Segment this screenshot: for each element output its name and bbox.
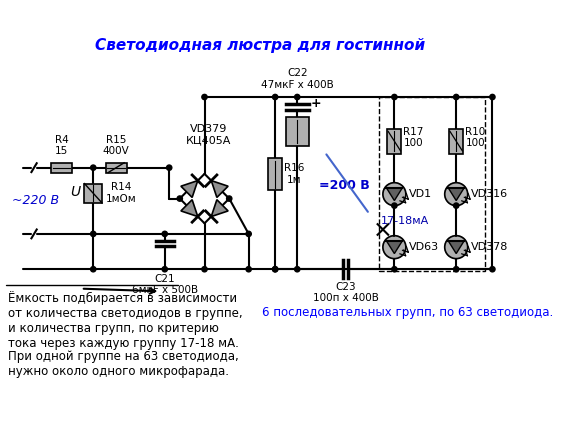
Circle shape — [272, 266, 278, 272]
Text: При одной группе на 63 светодиода,
нужно около одного микрофарада.: При одной группе на 63 светодиода, нужно… — [8, 351, 239, 378]
Circle shape — [246, 266, 251, 272]
Text: 6 последовательных групп, по 63 светодиода.: 6 последовательных групп, по 63 светодио… — [262, 307, 553, 319]
Circle shape — [454, 203, 459, 208]
Text: R16
1м: R16 1м — [284, 164, 304, 185]
Polygon shape — [386, 188, 403, 201]
Text: R14
1мОм: R14 1мОм — [105, 183, 136, 204]
Text: C21
6мкF х 500В: C21 6мкF х 500В — [132, 274, 198, 295]
Circle shape — [295, 266, 300, 272]
Circle shape — [383, 236, 406, 259]
Text: R15
400V: R15 400V — [103, 135, 130, 156]
Circle shape — [391, 266, 397, 272]
Polygon shape — [211, 200, 228, 217]
Circle shape — [391, 94, 397, 100]
Bar — [286, 117, 309, 146]
Circle shape — [91, 165, 96, 170]
Circle shape — [454, 94, 459, 100]
Circle shape — [227, 196, 232, 201]
Circle shape — [202, 266, 207, 272]
Text: ~220 В: ~220 В — [12, 194, 59, 207]
Circle shape — [383, 183, 406, 206]
Circle shape — [272, 94, 278, 100]
Text: U: U — [70, 184, 80, 198]
Polygon shape — [181, 200, 197, 217]
Circle shape — [91, 266, 96, 272]
Bar — [84, 184, 102, 203]
Circle shape — [391, 203, 397, 208]
Bar — [387, 129, 401, 153]
Text: Ёмкость подбирается в зависимости
от количества светодиодов в группе,
и количест: Ёмкость подбирается в зависимости от кол… — [8, 291, 243, 350]
Circle shape — [490, 94, 495, 100]
Circle shape — [202, 94, 207, 100]
Text: R17
100: R17 100 — [403, 127, 424, 148]
Text: C22
47мкF х 400В: C22 47мкF х 400В — [261, 68, 333, 90]
Text: 17-18мА: 17-18мА — [381, 216, 430, 226]
Circle shape — [162, 266, 168, 272]
Polygon shape — [211, 181, 228, 198]
Polygon shape — [448, 241, 464, 254]
Circle shape — [272, 266, 278, 272]
Text: VD1: VD1 — [410, 189, 432, 199]
Bar — [379, 97, 485, 271]
Circle shape — [246, 231, 251, 237]
Circle shape — [490, 266, 495, 272]
Circle shape — [91, 231, 96, 237]
Text: =200 В: =200 В — [319, 179, 370, 192]
Text: C23
100п х 400В: C23 100п х 400В — [313, 282, 379, 303]
Text: VD63: VD63 — [410, 242, 440, 252]
Circle shape — [295, 94, 300, 100]
Circle shape — [445, 236, 468, 259]
Circle shape — [166, 165, 172, 170]
Bar — [268, 158, 282, 190]
Circle shape — [177, 196, 182, 201]
Text: VD379
КЦ405А: VD379 КЦ405А — [186, 124, 231, 146]
Text: VD316: VD316 — [471, 189, 508, 199]
Bar — [449, 129, 464, 153]
Bar — [105, 163, 127, 173]
Text: VD378: VD378 — [471, 242, 509, 252]
Polygon shape — [448, 188, 464, 201]
Circle shape — [162, 231, 168, 237]
Polygon shape — [386, 241, 403, 254]
Circle shape — [454, 266, 459, 272]
Circle shape — [445, 183, 468, 206]
Bar — [51, 163, 72, 173]
Text: Светодиодная люстра для гостинной: Светодиодная люстра для гостинной — [95, 38, 425, 53]
Text: R10
100: R10 100 — [465, 127, 485, 148]
Polygon shape — [181, 181, 197, 198]
Text: R4
15: R4 15 — [54, 135, 69, 156]
Text: +: + — [311, 97, 321, 110]
